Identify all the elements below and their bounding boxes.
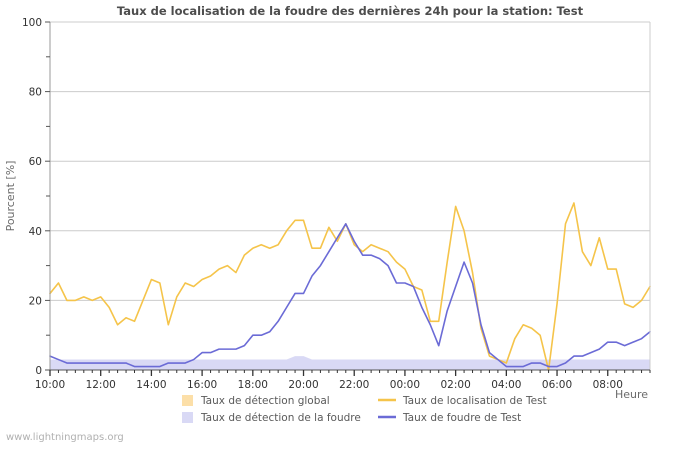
- x-tick-label: 10:00: [35, 379, 65, 391]
- y-tick-label: 40: [29, 226, 42, 238]
- x-tick-label: 02:00: [441, 379, 471, 391]
- legend-item[interactable]: Taux de détection global: [182, 395, 330, 407]
- plot-background: [50, 22, 650, 370]
- x-tick-label: 06:00: [542, 379, 572, 391]
- chart-legend: Taux de détection global Taux de localisa…: [182, 395, 547, 424]
- y-tick-label: 60: [29, 156, 42, 168]
- legend-label: Taux de détection de la foudre: [200, 412, 361, 424]
- legend-label: Taux de foudre de Test: [402, 412, 521, 424]
- area-series-group: [50, 356, 650, 370]
- y-tick-label: 20: [29, 295, 42, 307]
- x-tick-label: 16:00: [187, 379, 217, 391]
- legend-swatch-icon: [182, 412, 193, 423]
- legend-label: Taux de localisation de Test: [402, 395, 547, 407]
- area-detection_foudre: [50, 356, 650, 370]
- y-axis-label: Pourcent [%]: [4, 161, 17, 232]
- x-tick-label: 20:00: [288, 379, 318, 391]
- x-tick-label: 14:00: [136, 379, 166, 391]
- legend-item[interactable]: Taux de localisation de Test: [378, 395, 547, 407]
- x-tick-label: 00:00: [390, 379, 420, 391]
- x-tick-label: 08:00: [593, 379, 623, 391]
- legend-item[interactable]: Taux de détection de la foudre: [182, 412, 361, 424]
- x-tick-label: 12:00: [86, 379, 116, 391]
- y-tick-label: 80: [29, 87, 42, 99]
- legend-swatch-icon: [182, 395, 193, 406]
- line-series-group: [49, 202, 651, 371]
- y-tick-label: 0: [35, 365, 42, 377]
- y-axis-ticks: 0 20 40 60 80 100: [22, 17, 50, 377]
- watermark: www.lightningmaps.org: [6, 432, 124, 443]
- x-axis-label: Heure: [615, 388, 648, 401]
- legend-label: Taux de détection global: [200, 395, 330, 407]
- x-tick-label: 22:00: [339, 379, 369, 391]
- legend-item[interactable]: Taux de foudre de Test: [378, 412, 521, 424]
- chart-title: Taux de localisation de la foudre des de…: [116, 4, 584, 18]
- series-line-foudre_test: [49, 223, 651, 368]
- x-tick-label: 18:00: [238, 379, 268, 391]
- x-axis-ticks: 10:00 12:00 14:00 16:00 18:00 20:00 22:00 00:00…: [35, 370, 651, 391]
- y-tick-label: 100: [22, 17, 42, 29]
- x-tick-label: 04:00: [491, 379, 521, 391]
